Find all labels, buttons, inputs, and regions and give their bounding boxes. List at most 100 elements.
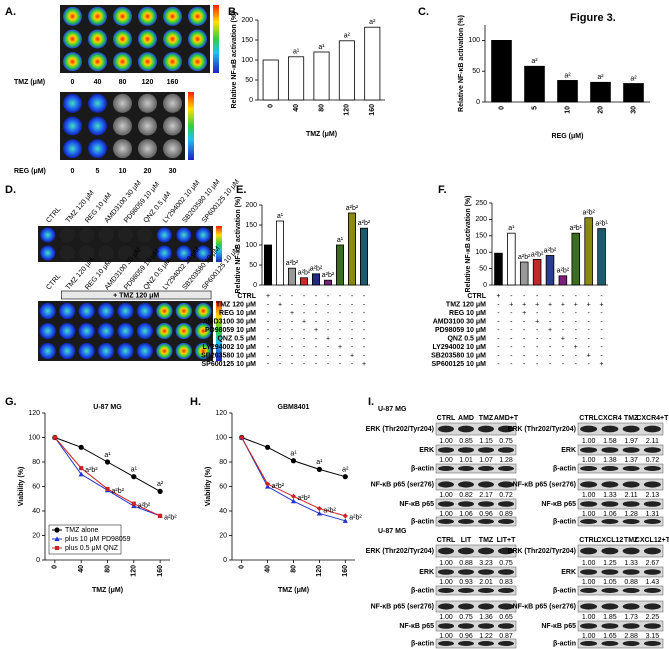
well [175, 302, 192, 320]
chart-title: GBM8401 [278, 404, 310, 411]
blot-row-label: NF-κB p65 [399, 623, 434, 630]
treatment-sign: + [338, 344, 342, 351]
treatment-sign: - [267, 361, 270, 368]
well [137, 52, 158, 72]
blot-band [601, 501, 619, 507]
significance-label: a²b² [557, 268, 570, 275]
blot-strip [577, 544, 664, 558]
well [162, 116, 183, 136]
treatment-sign: - [497, 335, 500, 342]
treatment-sign: + [561, 301, 565, 308]
dose-label: 10 [119, 168, 127, 175]
blot-band [478, 587, 494, 594]
treatment-sign: - [303, 327, 306, 334]
x-tick-label: 160 [157, 565, 164, 577]
treatment-sign: - [351, 318, 354, 325]
treatment-sign: + [522, 310, 526, 317]
significance-label: a²b² [323, 507, 336, 514]
y-tick-label: 200 [241, 17, 253, 24]
x-tick-label: 10 [564, 106, 571, 114]
blot-row-label: NF-κB p65 [399, 501, 434, 508]
blot-band [478, 501, 494, 507]
well [78, 322, 95, 340]
marker [52, 435, 57, 440]
treatment-label: QNZ 0.5 μM [217, 335, 256, 342]
treatment-label: LY294002 10 μM [433, 344, 487, 351]
blot-column-label: TMZ [479, 537, 494, 544]
y-axis-label: Viability (%) [18, 467, 25, 507]
treatment-sign: - [339, 301, 342, 308]
blot-band [643, 481, 661, 488]
blot-quantification: 0.65 [499, 614, 513, 621]
well [62, 29, 83, 49]
well [39, 302, 56, 320]
blot-band [622, 518, 640, 525]
blot-band [458, 447, 474, 453]
significance-label: a² [531, 58, 538, 65]
well [112, 116, 133, 136]
x-tick-label: 0 [52, 565, 59, 569]
treatment-label: SP600125 10 μM [432, 361, 487, 368]
blot-strip [435, 638, 517, 649]
blot-quantification: 1.28 [624, 511, 638, 518]
legend-label: TMZ alone [65, 527, 99, 534]
blot-quantification: 1.00 [582, 438, 596, 445]
blot-row-label: NF-κB p65 (ser276) [513, 481, 576, 488]
x-tick-label: 80 [318, 104, 325, 112]
blot-row-label: ERK (Thr202/Tyr204) [366, 548, 434, 555]
treatment-sign: - [549, 293, 552, 300]
x-tick-label: 40 [78, 565, 85, 573]
blot-band [498, 603, 514, 610]
blot-band [643, 465, 661, 472]
significance-label: a² [597, 74, 604, 81]
blot-strip [577, 638, 664, 649]
treatment-sign: - [536, 361, 539, 368]
y-tick-label: 0 [223, 557, 227, 564]
blot-band [643, 587, 661, 594]
blot-quantification: 1.01 [459, 457, 473, 464]
well [40, 245, 56, 261]
blot-quantification: 0.75 [459, 614, 473, 621]
treatment-sign: - [315, 318, 318, 325]
treatment-sign: - [267, 335, 270, 342]
treatment-label: REG 10 μM [449, 310, 486, 317]
well [97, 342, 115, 360]
cell-line-label: U-87 MG [378, 406, 407, 413]
well [136, 322, 154, 340]
blot-row-label: ERK (Thr202/Tyr204) [508, 548, 576, 555]
blot-band [643, 425, 661, 433]
dose-label: 0 [71, 168, 75, 175]
blot-quantification: 0.96 [459, 633, 473, 640]
treatment-sign: - [549, 310, 552, 317]
treatment-sign: - [575, 352, 578, 359]
treatment-sign: - [267, 318, 270, 325]
significance-label: a²b² [322, 272, 335, 279]
treatment-sign: - [523, 293, 526, 300]
treatment-sign: - [600, 310, 603, 317]
blot-band [438, 623, 454, 629]
marker [104, 459, 111, 465]
blot-band [498, 447, 514, 453]
y-axis-label: Relative NF-κB activation (%) [235, 197, 242, 294]
series-line [241, 437, 346, 517]
treatment-sign: - [339, 327, 342, 334]
x-tick-label: 5 [531, 106, 538, 110]
treatment-sign: - [523, 335, 526, 342]
treatment-sign: + [574, 301, 578, 308]
panel-label: I. [368, 396, 374, 408]
well [112, 6, 133, 26]
significance-label: a²b² [310, 266, 323, 273]
y-tick-label: 100 [215, 434, 227, 441]
well [156, 245, 172, 261]
significance-label: a²b² [349, 515, 362, 522]
y-tick-label: 100 [241, 57, 253, 64]
axis-label: TMZ (μM) [14, 79, 45, 86]
well [62, 93, 83, 113]
blot-row-label: ERK (Thr202/Tyr204) [366, 426, 434, 433]
well [98, 227, 114, 243]
treatment-sign: - [303, 301, 306, 308]
blot-band [478, 481, 494, 488]
marker [265, 481, 271, 487]
treatment-sign: - [562, 293, 565, 300]
well [156, 322, 173, 340]
